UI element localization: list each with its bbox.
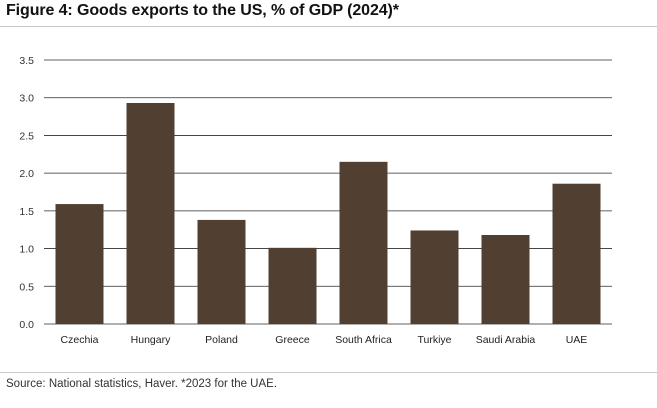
- x-category-label: Poland: [205, 334, 238, 346]
- x-category-label: South Africa: [335, 334, 392, 346]
- x-axis-labels: Czechia Hungary Poland Greece South Africa Tu…: [61, 334, 588, 346]
- bar-south-africa: [339, 161, 388, 324]
- y-tick-label: 2.5: [19, 130, 34, 142]
- bar-turkiye: [410, 230, 459, 324]
- y-tick-label: 2.0: [19, 168, 34, 180]
- y-axis-ticks: 0.0 0.5 1.0 1.5 2.0 2.5 3.0 3.5: [19, 55, 34, 331]
- bars: [55, 102, 601, 324]
- x-category-label: Turkiye: [417, 334, 451, 346]
- y-tick-label: 3.5: [19, 55, 34, 67]
- footer-divider: [0, 372, 657, 373]
- x-category-label: Saudi Arabia: [476, 334, 536, 346]
- x-category-label: Greece: [275, 334, 310, 346]
- bar-uae: [552, 183, 601, 324]
- bar-saudi-arabia: [481, 234, 530, 324]
- bar-poland: [197, 219, 246, 324]
- chart-title: Figure 4: Goods exports to the US, % of …: [6, 2, 399, 19]
- y-tick-label: 0.0: [19, 319, 34, 331]
- x-category-label: Czechia: [61, 334, 99, 346]
- y-tick-label: 1.5: [19, 206, 34, 218]
- bar-chart: 0.0 0.5 1.0 1.5 2.0 2.5 3.0 3.5 Czechia Hungary P…: [19, 55, 612, 346]
- x-category-label: Hungary: [131, 334, 171, 346]
- bar-czechia: [55, 204, 104, 324]
- y-tick-label: 0.5: [19, 281, 34, 293]
- bar-hungary: [126, 102, 175, 324]
- title-divider: [0, 26, 657, 27]
- source-note: Source: National statistics, Haver. *202…: [6, 378, 278, 390]
- y-tick-label: 1.0: [19, 244, 34, 256]
- bar-greece: [268, 247, 317, 324]
- y-tick-label: 3.0: [19, 93, 34, 105]
- x-category-label: UAE: [566, 334, 588, 346]
